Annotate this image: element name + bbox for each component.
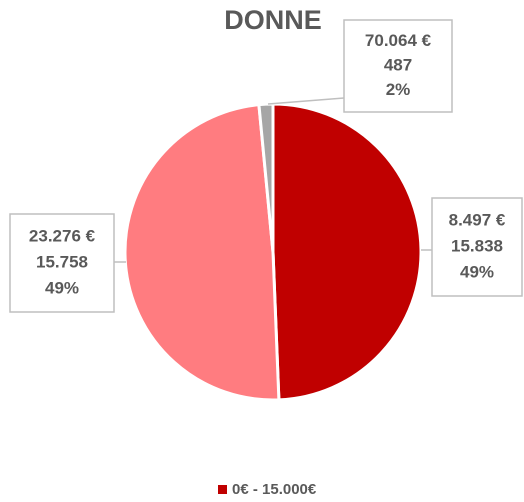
pie-slice [271, 102, 423, 402]
legend-swatch [218, 485, 227, 494]
label-box [431, 197, 523, 297]
percent-label: 49% [45, 278, 79, 297]
percent-label: 49% [460, 262, 494, 281]
amount-label: 8.497 € [449, 211, 506, 230]
pie-slice [123, 103, 281, 402]
data-label: 487 [384, 55, 412, 74]
percent-label: 2% [386, 80, 411, 99]
amount-label: 70.064 € [365, 31, 432, 50]
label-box [9, 213, 115, 313]
label-box [343, 19, 453, 113]
chart-title: DONNE [224, 5, 322, 35]
data-label: 15.758 [36, 252, 88, 271]
amount-label: 23.276 € [29, 227, 96, 246]
leader-line [267, 97, 345, 105]
legend-label: 0€ - 15.000€ [232, 481, 317, 498]
data-label: 15.838 [451, 236, 503, 255]
